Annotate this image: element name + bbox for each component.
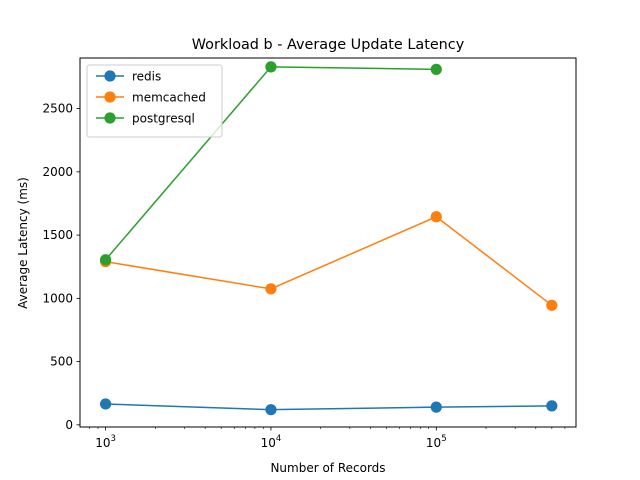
data-point-redis xyxy=(430,401,442,413)
y-tick-label: 0 xyxy=(65,418,73,432)
data-point-redis xyxy=(265,404,277,416)
data-point-memcached xyxy=(430,211,442,223)
y-tick-label: 1500 xyxy=(42,228,73,242)
data-point-memcached xyxy=(265,283,277,295)
y-tick-label: 2500 xyxy=(42,102,73,116)
data-point-postgresql xyxy=(265,61,277,73)
legend-label-memcached: memcached xyxy=(132,91,206,105)
chart-title: Workload b - Average Update Latency xyxy=(192,37,465,53)
data-point-postgresql xyxy=(430,63,442,75)
legend: redis memcached postgresql xyxy=(86,64,223,138)
legend-marker-redis xyxy=(104,70,116,82)
data-point-redis xyxy=(546,400,558,412)
x-axis-label: Number of Records xyxy=(270,461,385,475)
legend-marker-postgresql xyxy=(104,112,116,124)
x-tick-label: 103 xyxy=(95,434,116,450)
series-line-redis xyxy=(105,403,552,411)
y-tick-label: 2000 xyxy=(42,165,73,179)
series-line-memcached xyxy=(105,215,553,306)
data-point-postgresql xyxy=(100,254,112,266)
data-point-redis xyxy=(100,398,112,410)
series-markers xyxy=(100,61,558,416)
axis-ticks: 0 500 1000 1500 2000 2500 103 104 105 xyxy=(42,102,566,450)
x-tick-label: 105 xyxy=(426,434,447,450)
x-tick-label: 104 xyxy=(261,434,282,450)
y-axis-label: Average Latency (ms) xyxy=(16,177,30,309)
legend-marker-memcached xyxy=(104,91,116,103)
data-point-memcached xyxy=(546,299,558,311)
y-tick-label: 500 xyxy=(50,355,73,369)
y-tick-label: 1000 xyxy=(42,291,73,305)
legend-label-redis: redis xyxy=(132,70,161,84)
legend-box xyxy=(86,64,223,138)
legend-label-postgresql: postgresql xyxy=(132,112,195,126)
